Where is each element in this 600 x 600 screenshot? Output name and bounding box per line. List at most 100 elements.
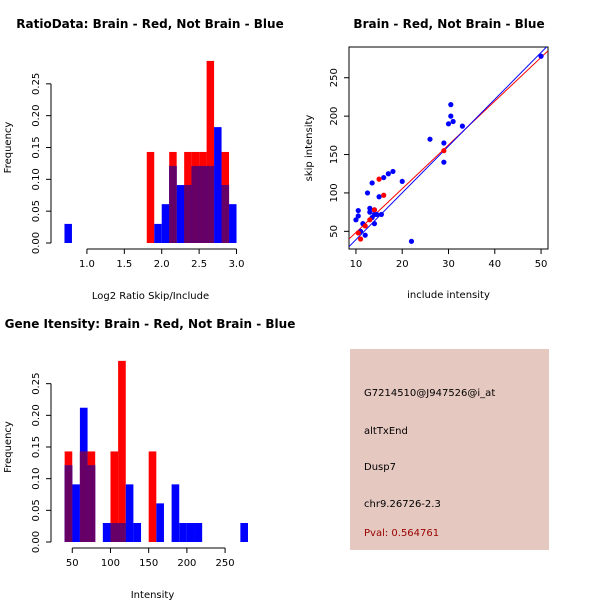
intensity-bar-not-brain — [240, 523, 248, 542]
scatter-point-not-brain — [445, 121, 452, 127]
scatter-point-brain — [371, 207, 378, 213]
scatter-x-tick-label: 10 — [350, 259, 363, 270]
scatter-point-not-brain — [369, 180, 375, 186]
info-pval: Pval: 0.564761 — [364, 528, 439, 539]
scatter-point-not-brain — [408, 238, 415, 244]
intensity-bar-not-brain — [179, 523, 187, 542]
intensity-bar-overlap — [87, 465, 96, 542]
ratio-x-tick-label: 1.5 — [116, 259, 132, 270]
ratio-y-tick-label: 0.15 — [31, 136, 42, 158]
scatter-x-tick-label: 20 — [396, 259, 409, 270]
scatter-y-tick-label: 150 — [329, 145, 340, 164]
scatter-point-not-brain — [364, 190, 371, 196]
ratio-title: RatioData: Brain - Red, Not Brain - Blue — [16, 17, 283, 31]
scatter-point-not-brain — [459, 123, 465, 129]
info-probe-id: G7214510@J947526@i_at — [364, 388, 495, 399]
scatter-point-brain — [362, 223, 368, 229]
intensity-x-tick-label: 50 — [66, 558, 79, 569]
intensity-x-tick-label: 200 — [177, 558, 196, 569]
intensity-x-label: Intensity — [131, 590, 175, 600]
scatter-point-brain — [441, 148, 447, 154]
ratio-bar-brain — [146, 151, 155, 243]
scatter-point-not-brain — [355, 207, 361, 214]
ratio-bar-brain — [206, 60, 215, 244]
ratio-bar-not-brain — [154, 223, 162, 243]
ratio-bar-not-brain — [176, 185, 185, 243]
ratio-y-tick-label: 0.10 — [31, 168, 42, 190]
intensity-x-tick-label: 250 — [216, 558, 235, 569]
intensity-bar-brain — [148, 451, 157, 542]
scatter-point-not-brain — [441, 140, 447, 146]
info-panel-background — [350, 349, 549, 550]
ratio-bar-overlap — [191, 165, 200, 243]
scatter-x-tick-label: 50 — [535, 259, 548, 270]
intensity-bar-brain — [110, 451, 119, 542]
ratio-bar-overlap — [169, 165, 177, 243]
scatter-point-not-brain — [390, 168, 396, 175]
intensity-bar-not-brain — [156, 503, 164, 542]
scatter-point-not-brain — [441, 159, 447, 165]
intensity-y-label: Frequency — [3, 421, 14, 473]
ratio-x-tick-label: 1.0 — [79, 259, 95, 270]
ratio-x-tick-label: 2.0 — [154, 259, 170, 270]
intensity-y-tick-label: 0.05 — [31, 499, 42, 521]
intensity-title: Gene Itensity: Brain - Red, Not Brain - … — [5, 317, 296, 331]
scatter-point-not-brain — [367, 205, 373, 211]
scatter-x-tick-label: 40 — [488, 259, 501, 270]
scatter-y-tick-label: 250 — [329, 68, 340, 87]
scatter-fit-line-brain — [349, 50, 548, 240]
scatter-chart: Brain - Red, Not Brain - Blue 10 20 30 40 50 5… — [304, 17, 549, 301]
intensity-bar-overlap — [64, 465, 73, 542]
scatter-point-not-brain — [450, 118, 456, 125]
intensity-bar-not-brain — [102, 523, 111, 542]
intensity-x-tick-label: 150 — [139, 558, 158, 569]
scatter-point-brain — [381, 192, 387, 198]
scatter-point-not-brain — [371, 221, 378, 227]
intensity-y-tick-label: 0.20 — [31, 404, 42, 426]
intensity-y-tick-label: 0.15 — [31, 436, 42, 458]
intensity-bar-overlap — [118, 523, 126, 542]
scatter-y-tick-label: 200 — [329, 107, 340, 126]
info-event-type: altTxEnd — [364, 426, 408, 437]
ratio-bar-overlap — [206, 165, 215, 243]
intensity-bar-not-brain — [171, 484, 180, 542]
scatter-point-not-brain — [367, 209, 373, 215]
intensity-y-tick-label: 0.10 — [31, 468, 42, 490]
scatter-title: Brain - Red, Not Brain - Blue — [353, 17, 544, 31]
scatter-x-tick-label: 30 — [442, 259, 455, 270]
ratio-y-label: Frequency — [3, 122, 14, 174]
ratio-bar-overlap — [221, 185, 230, 243]
scatter-point-not-brain — [374, 211, 380, 218]
intensity-bar-not-brain — [72, 484, 80, 542]
info-gene: Dusp7 — [364, 462, 396, 473]
scatter-y-tick-label: 50 — [329, 225, 340, 238]
ratio-x-tick-label: 3.0 — [229, 259, 245, 270]
ratio-y-tick-label: 0.25 — [31, 73, 42, 95]
intensity-chart: Gene Itensity: Brain - Red, Not Brain - … — [3, 317, 295, 600]
info-location: chr9.26726-2.3 — [364, 499, 441, 510]
ratio-bar-overlap — [199, 165, 207, 243]
intensity-y-tick-label: 0.25 — [31, 373, 42, 395]
intensity-bar-not-brain — [133, 523, 142, 542]
intensity-bar-brain — [118, 360, 126, 542]
scatter-x-label: include intensity — [407, 290, 490, 301]
ratio-bar-not-brain — [161, 204, 170, 243]
intensity-y-tick-label: 0.00 — [31, 531, 42, 553]
intensity-bar-overlap — [110, 523, 119, 542]
ratio-y-tick-label: 0.00 — [31, 232, 42, 254]
scatter-point-not-brain — [362, 232, 368, 238]
scatter-point-not-brain — [427, 136, 433, 142]
scatter-y-tick-label: 100 — [329, 183, 340, 202]
scatter-point-brain — [376, 176, 382, 182]
scatter-y-label: skip intensity — [304, 115, 315, 182]
scatter-point-not-brain — [538, 53, 544, 59]
scatter-point-not-brain — [385, 171, 391, 177]
ratio-chart: RatioData: Brain - Red, Not Brain - Blue… — [3, 17, 284, 302]
scatter-point-not-brain — [355, 213, 361, 219]
intensity-bar-overlap — [79, 451, 88, 542]
info-panel: G7214510@J947526@i_at altTxEnd Dusp7 chr… — [350, 349, 549, 550]
intensity-bar-not-brain — [186, 523, 195, 542]
intensity-bar-not-brain — [194, 523, 203, 542]
scatter-point-not-brain — [353, 217, 359, 223]
ratio-x-label: Log2 Ratio Skip/Include — [92, 291, 209, 302]
